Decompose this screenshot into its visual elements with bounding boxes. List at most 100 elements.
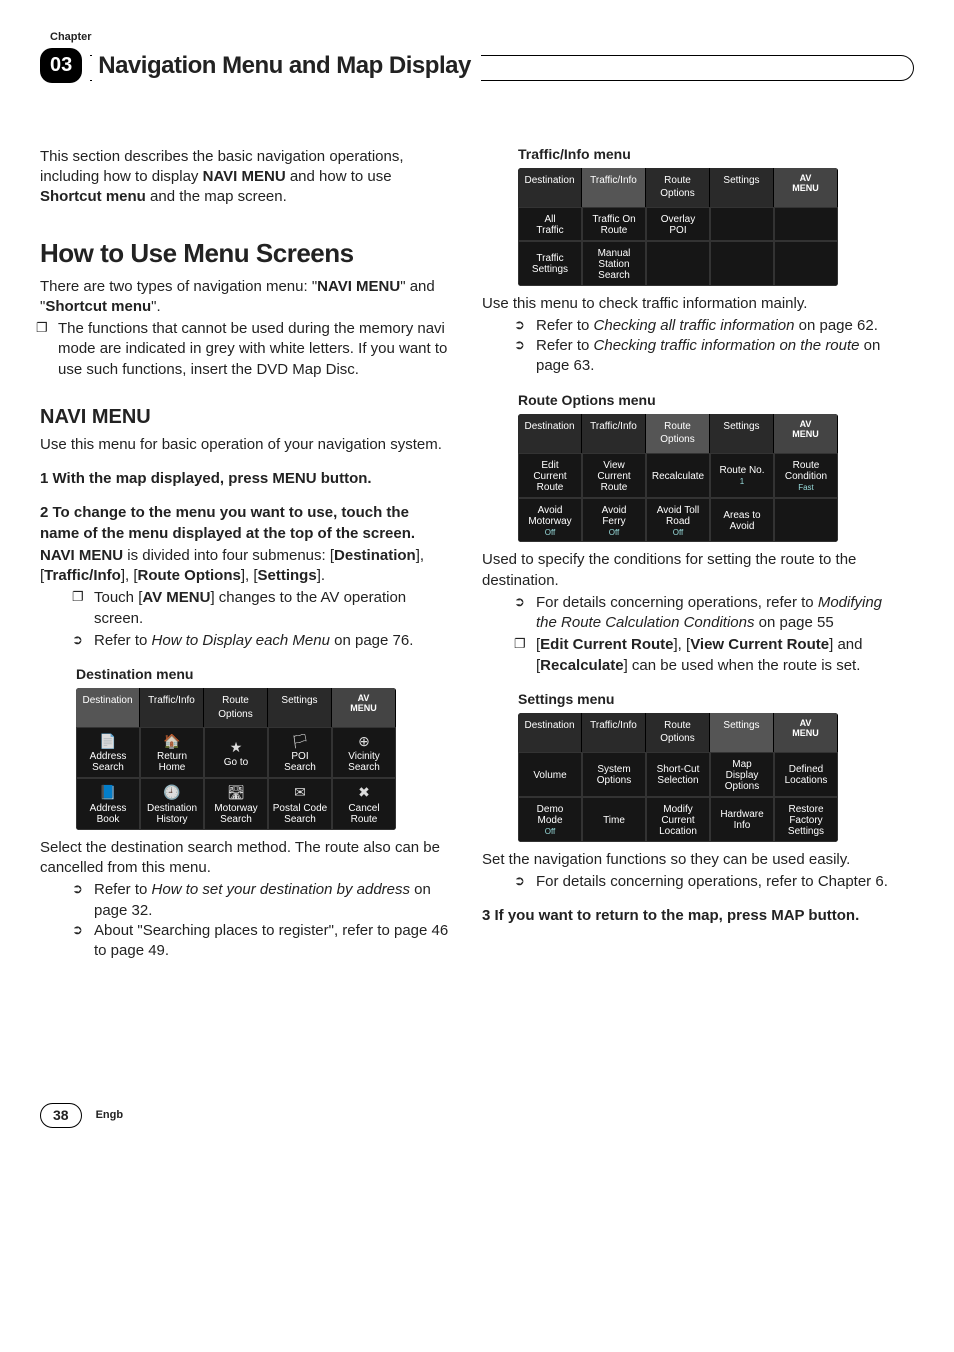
text-italic: Checking all traffic information xyxy=(594,317,795,334)
cell-icon: ✖ xyxy=(335,785,393,800)
text: ] can be used when the route is set. xyxy=(624,657,861,674)
menu-cell: Avoid Ferry Off xyxy=(582,498,646,543)
menu-cell: ✉Postal Code Search xyxy=(268,778,332,829)
menu-cell: Manual Station Search xyxy=(582,241,646,286)
menu-tab: Traffic/Info xyxy=(582,414,646,453)
text: For details concerning operations, refer… xyxy=(536,594,818,611)
cell-label: Volume xyxy=(521,770,579,781)
cell-label: All Traffic xyxy=(521,214,579,236)
cell-label: Destination History xyxy=(143,803,201,825)
figure-caption: Settings menu xyxy=(518,690,894,709)
menu-cell xyxy=(774,498,838,543)
text: ], [ xyxy=(121,567,138,584)
step-heading: 2 To change to the menu you want to use,… xyxy=(40,503,452,544)
cell-label: Defined Locations xyxy=(777,764,835,786)
cell-label: Cancel Route xyxy=(335,803,393,825)
page-title: Navigation Menu and Map Display xyxy=(98,52,471,79)
list-item: For details concerning operations, refer… xyxy=(536,872,894,892)
cell-sublabel: Off xyxy=(521,529,579,538)
ref-list: For details concerning operations, refer… xyxy=(518,872,894,892)
cell-icon: ★ xyxy=(207,740,265,755)
text-bold: Recalculate xyxy=(540,657,623,674)
text: is divided into four submenus: [ xyxy=(123,547,334,564)
list-item: About "Searching places to register", re… xyxy=(94,921,452,962)
menu-cell: 🕘 Destination History xyxy=(140,778,204,829)
figure-caption: Destination menu xyxy=(76,665,452,684)
menu-cell: 🏠Return Home xyxy=(140,727,204,778)
menu-cell: 📄Address Search xyxy=(76,727,140,778)
list-item: Refer to How to set your destination by … xyxy=(94,880,452,921)
text-bold: Shortcut menu xyxy=(45,298,151,315)
menu-cell: Defined Locations xyxy=(774,752,838,797)
menu-tab: Settings xyxy=(710,713,774,752)
cell-label: Modify Current Location xyxy=(649,804,707,837)
text-bold: Edit Current Route xyxy=(540,636,673,653)
text: ]. xyxy=(317,567,325,584)
cell-label: Traffic Settings xyxy=(521,253,579,275)
paragraph: Used to specify the conditions for setti… xyxy=(482,550,894,591)
menu-cell: ⊕Vicinity Search xyxy=(332,727,396,778)
cell-icon: 🕘 xyxy=(143,785,201,800)
cell-label: Address Search xyxy=(79,751,137,773)
menu-tab: AV MENU xyxy=(332,688,396,727)
note-list: The functions that cannot be used during… xyxy=(40,319,452,380)
cell-label: POI Search xyxy=(271,751,329,773)
chapter-label: Chapter xyxy=(50,30,894,45)
text-bold: Shortcut menu xyxy=(40,188,146,205)
page-number: 38 xyxy=(40,1103,82,1128)
destination-menu-shot: DestinationTraffic/InfoRoute OptionsSett… xyxy=(76,688,396,830)
step-heading: 1 With the map displayed, press MENU but… xyxy=(40,469,452,489)
cell-label: Postal Code Search xyxy=(271,803,329,825)
text-bold: Traffic/Info xyxy=(44,567,121,584)
menu-cell: Overlay POI xyxy=(646,207,710,241)
menu-cell: Map Display Options xyxy=(710,752,774,797)
menu-tab: Destination xyxy=(76,688,140,727)
menu-cell: Demo Mode Off xyxy=(518,797,582,842)
cell-sublabel: Off xyxy=(585,529,643,538)
menu-cell: 🛣Motorway Search xyxy=(204,778,268,829)
menu-tab: Destination xyxy=(518,414,582,453)
cell-label: Edit Current Route xyxy=(521,460,579,493)
menu-cell: Volume xyxy=(518,752,582,797)
cell-label: Avoid Ferry xyxy=(585,505,643,527)
cell-label: Go to xyxy=(207,757,265,768)
step-heading: 3 If you want to return to the map, pres… xyxy=(482,906,894,926)
text-bold: NAVI MENU xyxy=(40,547,123,564)
menu-tab: Route Options xyxy=(646,713,710,752)
menu-cell xyxy=(710,241,774,286)
list-item: Refer to How to Display each Menu on pag… xyxy=(94,631,452,651)
text: Refer to xyxy=(94,881,152,898)
menu-tab: Destination xyxy=(518,168,582,207)
page-footer: 38 Engb xyxy=(40,1103,894,1128)
menu-cell: Route No.1 xyxy=(710,453,774,498)
list-item: [Edit Current Route], [View Current Rout… xyxy=(536,635,894,676)
text: Refer to xyxy=(536,317,594,334)
paragraph: Select the destination search method. Th… xyxy=(40,838,452,879)
cell-label: Traffic On Route xyxy=(585,214,643,236)
cell-label: Map Display Options xyxy=(713,759,771,792)
menu-cell: Time xyxy=(582,797,646,842)
cell-label: Demo Mode xyxy=(521,804,579,826)
cell-sublabel: Off xyxy=(521,828,579,837)
menu-cell: Route ConditionFast xyxy=(774,453,838,498)
text: on page 62. xyxy=(794,317,877,334)
paragraph: Set the navigation functions so they can… xyxy=(482,850,894,870)
cell-label: Restore Factory Settings xyxy=(777,804,835,837)
menu-cell: Short-Cut Selection xyxy=(646,752,710,797)
menu-tab: Settings xyxy=(268,688,332,727)
cell-label: Short-Cut Selection xyxy=(649,764,707,786)
cell-icon: 🏳 xyxy=(271,734,329,749)
menu-cell: Recalculate xyxy=(646,453,710,498)
list-item: For details concerning operations, refer… xyxy=(536,593,894,634)
menu-cell: 🏳 POI Search xyxy=(268,727,332,778)
text-bold: Destination xyxy=(334,547,416,564)
text: Refer to xyxy=(536,337,594,354)
chapter-number: 03 xyxy=(40,48,82,83)
menu-tab: Traffic/Info xyxy=(582,713,646,752)
ref-list: Refer to How to Display each Menu on pag… xyxy=(76,631,452,651)
text-bold: AV MENU xyxy=(142,589,210,606)
menu-tab: Settings xyxy=(710,414,774,453)
cell-label: Route No. xyxy=(713,465,771,476)
route-options-menu-shot: DestinationTraffic/InfoRoute OptionsSett… xyxy=(518,414,838,543)
cell-sublabel: Fast xyxy=(777,484,835,493)
